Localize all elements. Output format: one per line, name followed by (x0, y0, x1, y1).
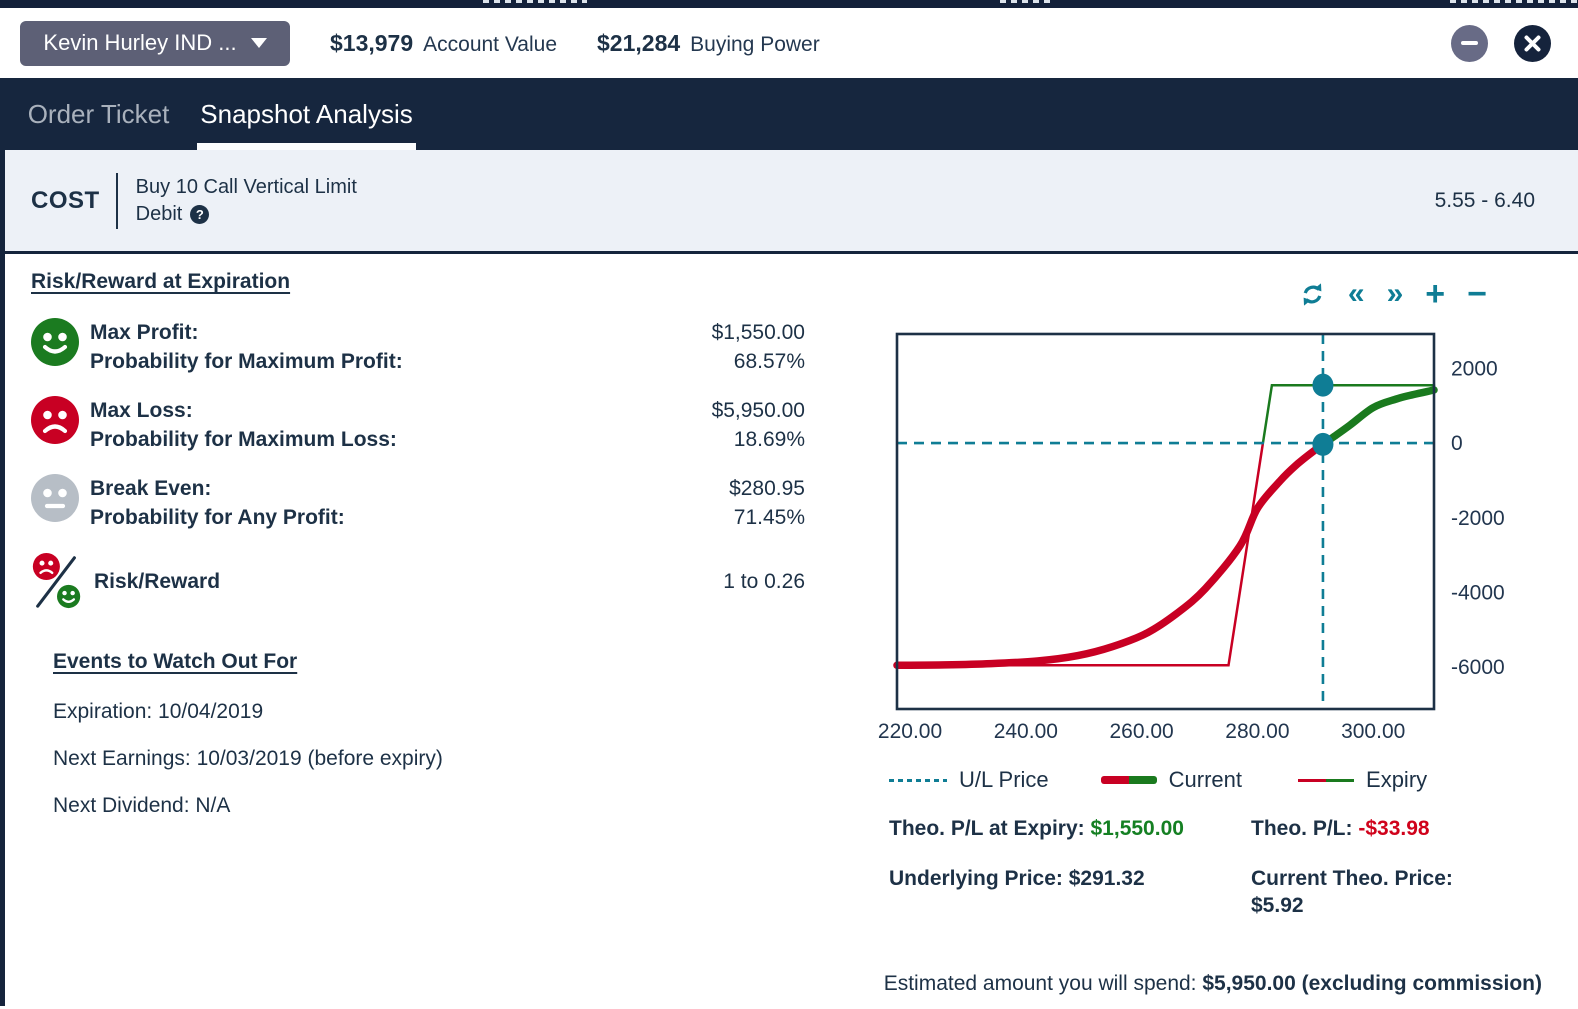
chart-back-icon[interactable]: « (1347, 277, 1365, 310)
svg-text:-6000: -6000 (1451, 656, 1505, 679)
events-section: Events to Watch Out For Expiration: 10/0… (53, 650, 805, 818)
svg-text:280.00: 280.00 (1225, 720, 1289, 743)
cost-label: COST (31, 186, 100, 214)
current-theo-price-label: Current Theo. Price: (1251, 867, 1453, 890)
svg-text:0: 0 (1451, 432, 1463, 455)
account-value-label: Account Value (423, 32, 558, 56)
account-selector-label: Kevin Hurley IND ... (43, 30, 237, 55)
help-icon[interactable]: ? (190, 204, 210, 224)
smiley-gray-icon (31, 474, 79, 522)
prob-any-profit-value: 71.45% (733, 506, 805, 529)
svg-text:240.00: 240.00 (994, 720, 1058, 743)
risk-reward-ratio-value: 1 to 0.26 (723, 569, 805, 593)
ul-price-swatch (889, 778, 947, 782)
strategy-description: Buy 10 Call Vertical Limit (135, 175, 357, 198)
max-profit-value: $1,550.00 (711, 321, 805, 344)
max-profit-row: Max Profit: Probability for Maximum Prof… (31, 318, 805, 376)
tab-bar: Order Ticket Snapshot Analysis (0, 78, 1578, 150)
chevron-down-icon (250, 38, 267, 48)
current-swatch (1100, 776, 1157, 784)
chart-forward-icon[interactable]: » (1386, 277, 1404, 310)
close-icon (1524, 35, 1541, 51)
chart-zoom-out-icon[interactable]: − (1467, 275, 1487, 313)
cost-section: COST Buy 10 Call Vertical Limit Debit ? … (5, 150, 1578, 254)
chart-legend: U/L Price Current Expiry (875, 767, 1515, 793)
max-loss-value: $5,950.00 (711, 399, 805, 422)
svg-text:-4000: -4000 (1451, 581, 1505, 604)
svg-text:-2000: -2000 (1451, 507, 1505, 530)
prob-max-loss-value: 18.69% (733, 428, 805, 451)
theo-pl-expiry-label: Theo. P/L at Expiry: (889, 817, 1085, 840)
prob-max-loss-label: Probability for Maximum Loss: (90, 428, 397, 451)
event-next-earnings: Next Earnings: 10/03/2019 (before expiry… (53, 747, 443, 770)
main-content: Risk/Reward at Expiration Max Profit: Pr… (5, 254, 1578, 1006)
break-even-value: $280.95 (729, 477, 805, 500)
legend-current-label: Current (1168, 767, 1243, 792)
current-theo-price-value: $5.92 (1251, 894, 1304, 917)
estimated-spend-amount: $5,950.00 (excluding commission) (1202, 972, 1542, 995)
risk-reward-ratio-icon (32, 552, 81, 609)
tab-order-ticket-label: Order Ticket (27, 98, 170, 129)
smiley-red-icon (31, 396, 79, 444)
background-window-text-fragment (1450, 0, 1578, 3)
smiley-green-icon (31, 318, 79, 366)
svg-text:260.00: 260.00 (1110, 720, 1174, 743)
cost-price-range: 5.55 - 6.40 (1434, 188, 1535, 212)
account-value: $13,979 (330, 29, 414, 56)
expiry-swatch (1298, 778, 1355, 782)
prob-max-profit-label: Probability for Maximum Profit: (90, 350, 403, 373)
svg-text:300.00: 300.00 (1341, 720, 1405, 743)
minimize-icon (1461, 41, 1478, 45)
close-button[interactable] (1514, 24, 1551, 62)
events-heading: Events to Watch Out For (53, 650, 298, 673)
event-expiration: Expiration: 10/04/2019 (53, 700, 264, 723)
theo-pl-label: Theo. P/L: (1251, 817, 1353, 840)
debit-label: Debit (135, 202, 183, 225)
buying-power-value: $21,284 (597, 29, 681, 56)
tab-order-ticket[interactable]: Order Ticket (0, 78, 197, 150)
max-loss-label: Max Loss: (90, 399, 193, 422)
active-tab-indicator (197, 143, 416, 150)
break-even-label: Break Even: (90, 477, 212, 500)
max-profit-label: Max Profit: (90, 321, 199, 344)
legend-expiry-label: Expiry (1366, 767, 1428, 792)
buying-power-label: Buying Power (690, 32, 820, 56)
divider (115, 172, 118, 229)
legend-ul-price-label: U/L Price (959, 767, 1049, 792)
pl-chart[interactable]: 220.00 240.00 260.00 280.00 300.00 2000 0 -2000… (875, 326, 1505, 761)
theo-values: Theo. P/L at Expiry: $1,550.00 Theo. P/L… (875, 815, 1515, 919)
window-body: COST Buy 10 Call Vertical Limit Debit ? … (0, 150, 1578, 1006)
theo-pl-value: -$33.98 (1358, 817, 1430, 840)
window-header: Kevin Hurley IND ... $13,979 Account Val… (0, 8, 1578, 78)
underlying-price-value: $291.32 (1068, 867, 1145, 890)
theo-pl-expiry-value: $1,550.00 (1090, 817, 1184, 840)
background-window-text-fragment (1000, 0, 1053, 3)
prob-max-profit-value: 68.57% (733, 350, 805, 373)
account-selector-dropdown[interactable]: Kevin Hurley IND ... (20, 20, 290, 66)
estimated-spend-line: Estimated amount you will spend: $5,950.… (884, 972, 1542, 996)
risk-reward-ratio-label: Risk/Reward (94, 569, 221, 593)
tab-snapshot-analysis-label: Snapshot Analysis (200, 98, 413, 129)
underlying-price-label: Underlying Price: (889, 867, 1063, 890)
prob-any-profit-label: Probability for Any Profit: (90, 506, 345, 529)
background-window-strip (0, 0, 1578, 8)
svg-text:220.00: 220.00 (878, 720, 942, 743)
event-next-dividend: Next Dividend: N/A (53, 794, 231, 817)
risk-reward-ratio-row: Risk/Reward 1 to 0.26 (31, 552, 805, 610)
estimated-spend-prefix: Estimated amount you will spend: (883, 972, 1203, 995)
background-window-text-fragment (483, 0, 587, 3)
risk-reward-heading: Risk/Reward at Expiration (31, 270, 291, 293)
max-loss-row: Max Loss: Probability for Maximum Loss: … (31, 396, 805, 454)
refresh-icon[interactable] (1299, 281, 1326, 308)
break-even-row: Break Even: Probability for Any Profit: … (31, 474, 805, 532)
minimize-button[interactable] (1451, 24, 1488, 62)
tab-snapshot-analysis[interactable]: Snapshot Analysis (197, 78, 416, 150)
chart-zoom-in-icon[interactable]: + (1425, 275, 1446, 313)
chart-toolbar: « » + − (875, 275, 1515, 313)
svg-text:2000: 2000 (1451, 357, 1498, 380)
